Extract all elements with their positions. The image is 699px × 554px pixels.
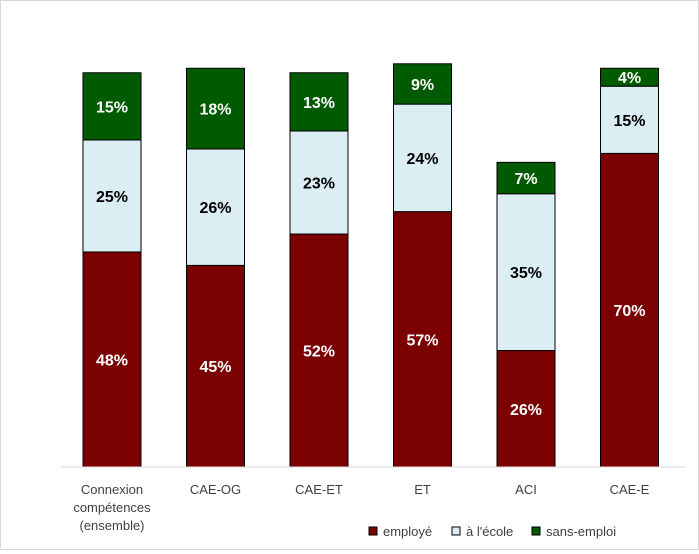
legend: employé à l'école sans-emploi <box>368 524 616 539</box>
data-label-a-l-ecole-1: 26% <box>199 200 231 217</box>
data-label-employe-0: 48% <box>96 352 128 369</box>
bar-segment-sans-emploi-4 <box>496 161 556 195</box>
bar-segment-a-l-ecole-0 <box>82 139 142 253</box>
bar-segment-sans-emploi-5 <box>600 67 659 87</box>
x-tick-labels: Connexion compétences (ensemble) CAE-OG CAE-… <box>73 482 649 533</box>
x-tick-label-4: ACI <box>515 482 537 497</box>
data-label-employe-5: 70% <box>613 303 645 320</box>
bars-layer: 48% 25% 15% 45% 26% 18% 52% 23% 13% 57% 24% 9% 26% 35… <box>82 63 659 468</box>
bar-segment-employe-4 <box>496 350 556 468</box>
x-tick-label-0: Connexion compétences (ensemble) <box>73 482 151 533</box>
data-label-employe-4: 26% <box>510 402 542 419</box>
data-label-a-l-ecole-2: 23% <box>303 176 335 193</box>
bar-segment-employe-5 <box>600 152 659 468</box>
legend-swatch-a-l-ecole <box>451 526 461 536</box>
data-label-sans-emploi-1: 18% <box>199 102 231 119</box>
bar-segment-employe-0 <box>82 251 142 468</box>
bar-segment-employe-1 <box>186 264 245 468</box>
data-label-employe-2: 52% <box>303 344 335 361</box>
bar-segment-sans-emploi-0 <box>82 72 142 141</box>
bar-segment-employe-3 <box>393 211 452 468</box>
data-label-sans-emploi-4: 7% <box>514 171 537 188</box>
data-label-employe-1: 45% <box>199 359 231 376</box>
data-label-sans-emploi-5: 4% <box>618 70 641 87</box>
bar-segment-sans-emploi-2 <box>289 72 349 132</box>
data-label-employe-3: 57% <box>406 332 438 349</box>
data-label-a-l-ecole-0: 25% <box>96 189 128 206</box>
data-label-sans-emploi-3: 9% <box>411 77 434 94</box>
bar-segment-a-l-ecole-5 <box>600 85 659 154</box>
data-label-sans-emploi-2: 13% <box>303 95 335 112</box>
bar-segment-sans-emploi-3 <box>393 63 452 105</box>
bar-segment-a-l-ecole-1 <box>186 148 245 266</box>
legend-swatch-employe <box>368 526 378 536</box>
bar-segment-a-l-ecole-2 <box>289 130 349 235</box>
bar-segment-a-l-ecole-3 <box>393 103 452 213</box>
x-tick-label-2: CAE-ET <box>295 482 343 497</box>
legend-swatch-sans-emploi <box>531 526 541 536</box>
x-tick-label-3: ET <box>414 482 431 497</box>
legend-label-sans-emploi: sans-emploi <box>546 524 616 539</box>
data-label-a-l-ecole-4: 35% <box>510 265 542 282</box>
data-label-sans-emploi-0: 15% <box>96 99 128 116</box>
legend-label-employe: employé <box>383 524 432 539</box>
bar-segment-sans-emploi-1 <box>186 67 245 150</box>
legend-label-a-l-ecole: à l'école <box>466 524 513 539</box>
data-label-a-l-ecole-3: 24% <box>406 151 438 168</box>
data-label-a-l-ecole-5: 15% <box>613 113 645 130</box>
x-tick-label-5: CAE-E <box>610 482 650 497</box>
x-tick-label-1: CAE-OG <box>190 482 241 497</box>
